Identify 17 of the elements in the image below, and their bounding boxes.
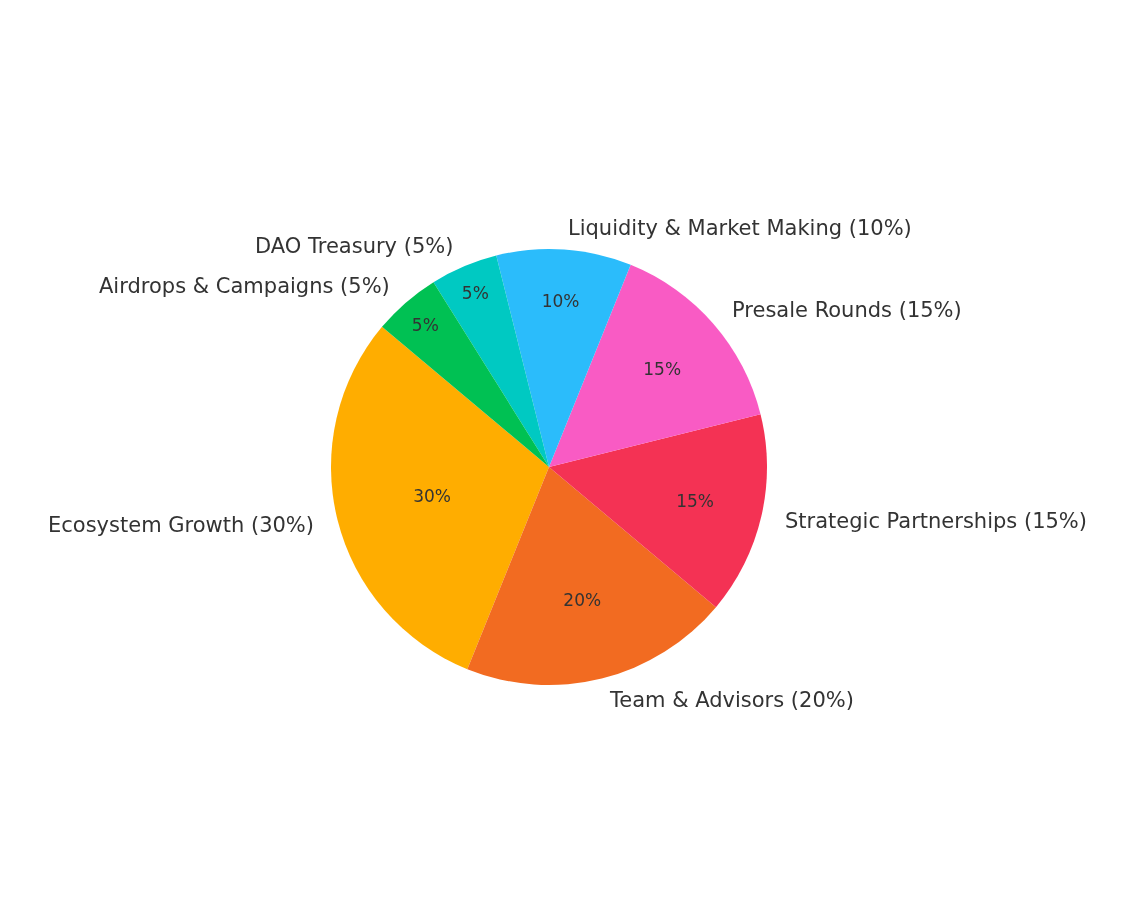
data-label: 30%: [413, 486, 451, 507]
slice-label: Airdrops & Campaigns (5%): [99, 274, 390, 298]
slice-label: Liquidity & Market Making (10%): [568, 216, 912, 240]
data-label: 15%: [676, 490, 714, 511]
slice-label: Team & Advisors (20%): [609, 688, 854, 712]
slice-label: Presale Rounds (15%): [732, 298, 962, 322]
data-label: 15%: [643, 358, 682, 379]
slice-label: DAO Treasury (5%): [255, 234, 454, 258]
data-label: 5%: [411, 314, 439, 335]
data-label: 5%: [461, 283, 489, 304]
pie-slice: [549, 414, 767, 608]
slice-label: Strategic Partnerships (15%): [785, 509, 1088, 533]
pie-slice: [467, 467, 716, 685]
slice-label: Ecosystem Growth (30%): [48, 513, 315, 537]
data-label: 20%: [563, 590, 602, 611]
pie-slice: [496, 249, 631, 467]
data-label: 10%: [541, 290, 580, 311]
